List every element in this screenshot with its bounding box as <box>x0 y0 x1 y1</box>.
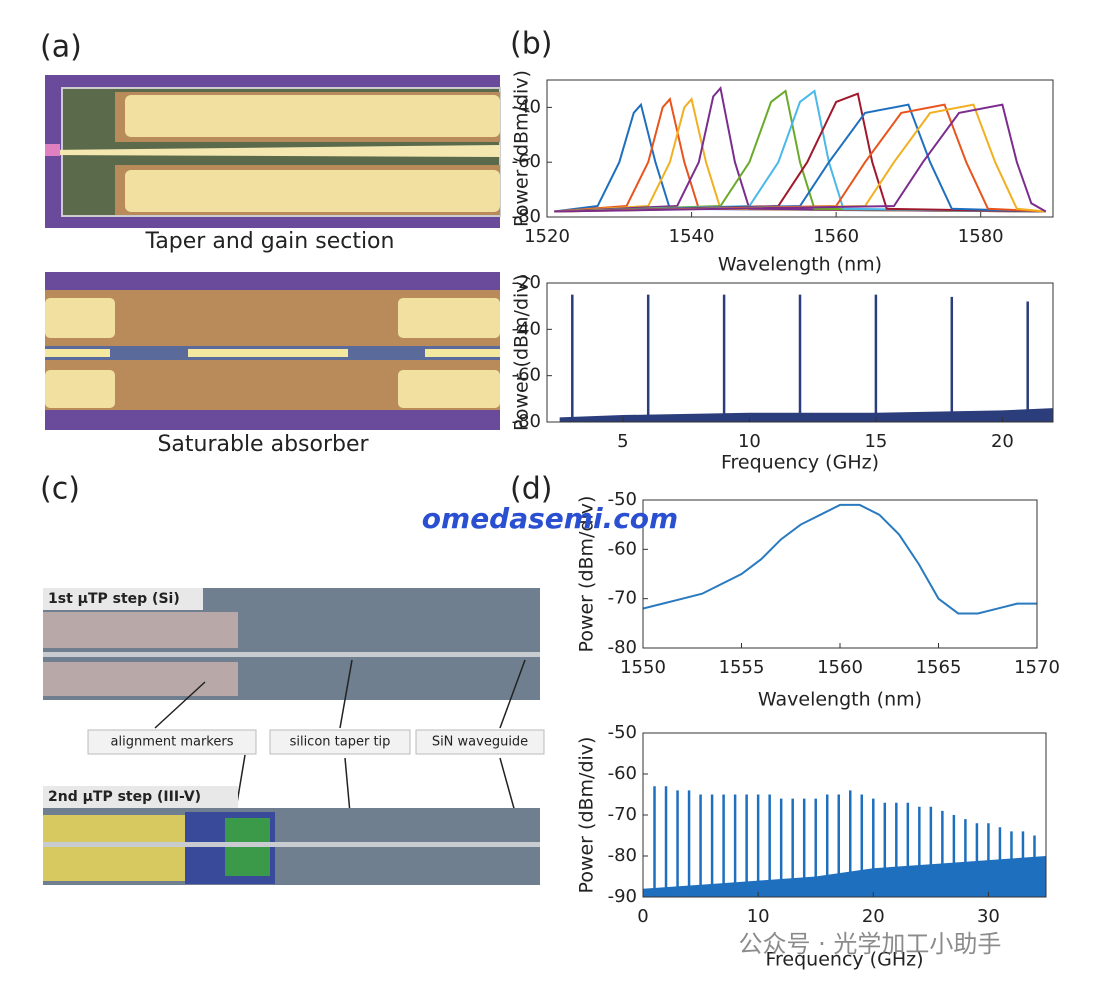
micrograph-absorber <box>45 272 500 430</box>
x-tick-label: 1540 <box>669 226 715 247</box>
watermark: omedasemi.com <box>422 502 678 535</box>
y-tick-label: -60 <box>608 538 637 559</box>
y-tick-label: -40 <box>512 96 541 117</box>
y-axis-label: Power (dBm/div) <box>576 496 598 653</box>
spectrum-line <box>643 503 1037 615</box>
panel-label: (d) <box>510 472 552 507</box>
x-tick-label: 10 <box>747 906 770 927</box>
noise-floor <box>643 856 1046 897</box>
y-axis-label: Power (dBm/div) <box>511 70 533 227</box>
tag: silicon taper tip <box>290 735 391 750</box>
x-tick-label: 20 <box>991 431 1014 452</box>
plot-frame <box>642 499 1038 649</box>
watermark: 公众号 · 光学加工小助手 <box>739 930 1002 958</box>
x-tick-label: 1560 <box>817 657 863 678</box>
y-tick-label: -70 <box>608 804 637 825</box>
spectrum-line <box>554 103 1046 213</box>
spectrum-line <box>554 102 1046 213</box>
x-tick-label: 1565 <box>916 657 962 678</box>
noise-floor <box>559 408 1053 422</box>
spectrum-line <box>554 97 1046 213</box>
x-tick-label: 1520 <box>524 226 570 247</box>
x-tick-label: 15 <box>864 431 887 452</box>
spectrum-line <box>554 92 1046 213</box>
y-tick-label: -80 <box>512 411 541 432</box>
panel-label: (a) <box>40 30 82 65</box>
caption: Saturable absorber <box>157 432 369 457</box>
tag: 2nd μTP step (III-V) <box>48 789 201 805</box>
y-tick-label: -50 <box>608 722 637 743</box>
tag: SiN waveguide <box>432 735 528 750</box>
x-tick-label: 0 <box>637 906 648 927</box>
x-axis-label: Wavelength (nm) <box>718 254 882 276</box>
y-tick-label: -60 <box>512 365 541 386</box>
label-boxes <box>87 729 545 755</box>
spectrum-line <box>554 97 1046 213</box>
x-tick-label: 1550 <box>620 657 666 678</box>
plot-frame <box>546 79 1054 218</box>
panel-label: (c) <box>40 472 80 507</box>
micrograph-taper <box>45 75 501 228</box>
spectrum-line <box>554 89 1046 213</box>
micrograph-step1 <box>43 588 540 700</box>
x-tick-label: 1555 <box>719 657 765 678</box>
y-tick-label: -20 <box>512 272 541 293</box>
tag: 1st μTP step (Si) <box>48 591 180 607</box>
spectrum-line <box>554 103 1046 213</box>
x-tick-label: 1560 <box>813 226 859 247</box>
y-tick-label: -80 <box>608 845 637 866</box>
y-tick-label: -70 <box>608 588 637 609</box>
panel-label: (b) <box>510 27 552 62</box>
y-tick-label: -80 <box>608 637 637 658</box>
x-axis-label: Frequency (GHz) <box>721 452 879 474</box>
x-tick-label: 5 <box>617 431 628 452</box>
x-tick-label: 1570 <box>1014 657 1060 678</box>
y-tick-label: -90 <box>608 886 637 907</box>
x-tick-label: 20 <box>862 906 885 927</box>
caption: Taper and gain section <box>145 229 395 254</box>
y-axis-label: Power (dBm/div) <box>576 737 598 894</box>
y-tick-label: -60 <box>608 763 637 784</box>
y-axis-label: Power (dBm/div) <box>511 274 533 431</box>
spectrum-line <box>554 103 1046 213</box>
y-tick-label: -50 <box>608 489 637 510</box>
spectrum-line <box>554 103 1047 213</box>
x-tick-label: 1580 <box>958 226 1004 247</box>
plot-frame <box>546 282 1054 423</box>
y-tick-label: -40 <box>512 318 541 339</box>
y-tick-label: -60 <box>512 151 541 172</box>
x-axis-label: Frequency (GHz) <box>765 949 923 971</box>
x-axis-label: Wavelength (nm) <box>758 689 922 711</box>
spectrum-line <box>554 89 1046 213</box>
spectrum-line <box>554 86 1046 213</box>
micrograph-step2 <box>43 786 540 885</box>
x-tick-label: 30 <box>977 906 1000 927</box>
tag: alignment markers <box>111 735 234 750</box>
y-tick-label: -80 <box>512 206 541 227</box>
x-tick-label: 10 <box>738 431 761 452</box>
